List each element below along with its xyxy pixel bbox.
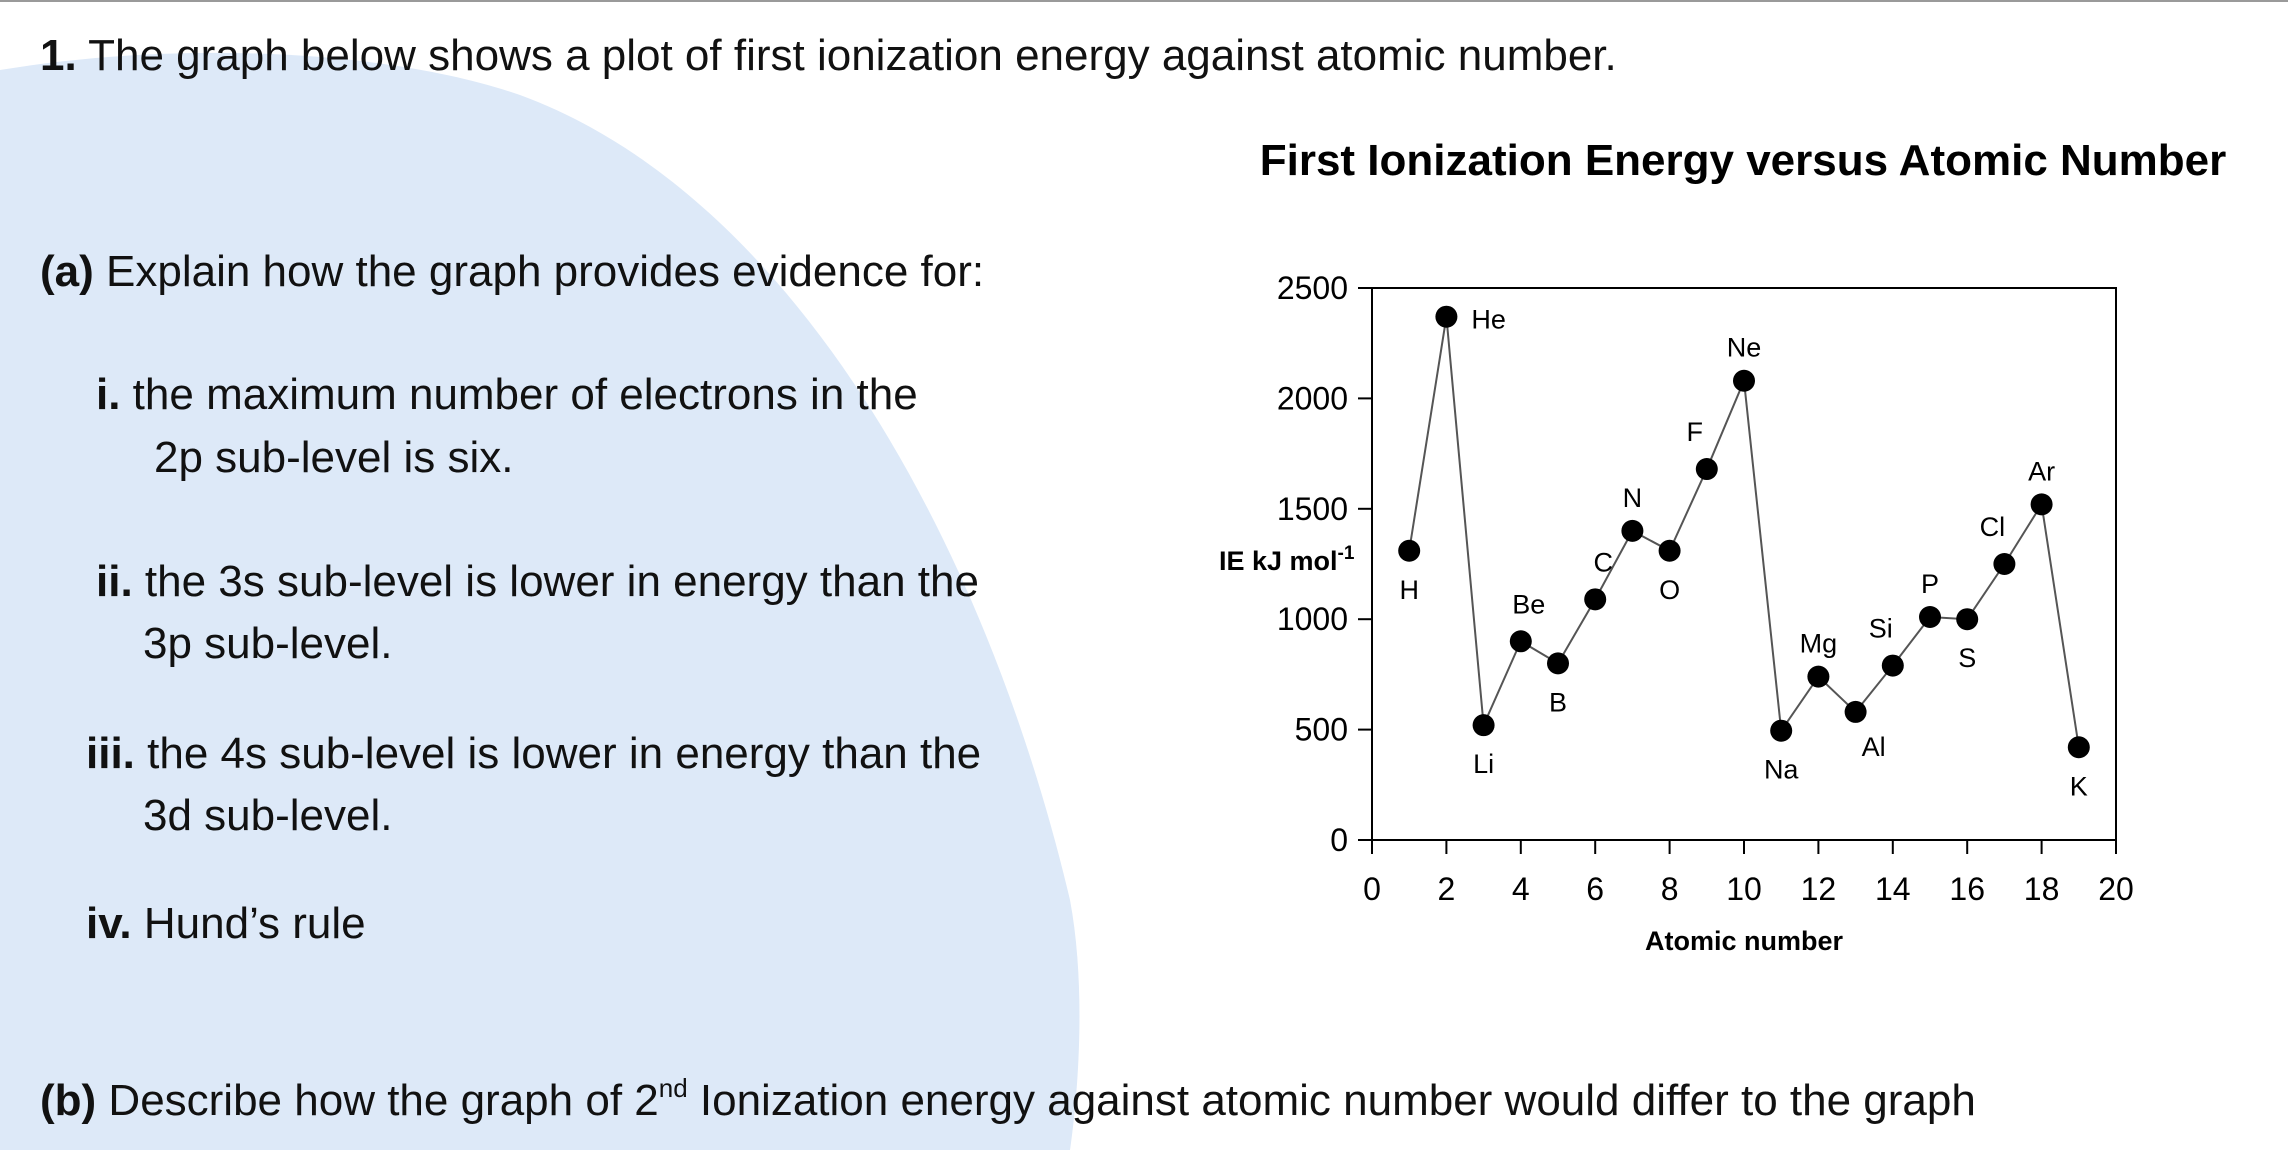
part-a-item-4: iv. Hund’s rule [86,898,366,951]
part-a-item-2: ii. the 3s sub-level is lower in energy … [96,556,979,609]
element-labels: H He Li Be B C N O F Ne Na Mg Al Si P S Cl Ar K [1399,305,2087,802]
question-intro-text: The graph below shows a plot of first io… [76,31,1617,80]
data-point-h [1398,539,1421,562]
data-point-k [2067,736,2090,759]
item-4-line1: Hund’s rule [131,899,366,948]
x-tick-label: 16 [1949,871,1985,907]
data-point-f [1695,458,1718,481]
y-axis-label-text: IE kJ mol [1219,546,1338,576]
element-label-h: H [1399,575,1419,605]
item-2-line2: 3p sub-level. [143,619,393,668]
item-2-number: ii. [96,557,133,606]
element-label-ne: Ne [1727,333,1762,363]
data-point-na [1770,719,1793,742]
element-label-ar: Ar [2028,456,2055,486]
element-label-be: Be [1512,589,1545,619]
element-label-k: K [2070,771,2088,801]
chart-title: First Ionization Energy versus Atomic Nu… [1260,136,2227,185]
item-4-number: iv. [86,899,132,948]
data-point-ar [2030,493,2053,516]
y-tick-label: 0 [1330,822,1348,858]
top-rule [0,0,2288,2]
x-tick-label: 8 [1661,871,1679,907]
y-axis: 0 500 1000 1500 2000 2500 [1277,270,1372,858]
part-b-text-after: Ionization energy against atomic number … [687,1076,1976,1125]
part-a-prompt: (a) Explain how the graph provides evide… [40,246,984,299]
x-axis: 0 2 4 6 8 10 12 14 16 18 20 [1363,840,2134,907]
element-label-s: S [1958,643,1976,673]
item-3-number: iii. [86,729,135,778]
part-b-prompt: (b) Describe how the graph of 2nd Ioniza… [40,1075,1976,1128]
y-tick-label: 2000 [1277,380,1348,416]
item-1-line2: 2p sub-level is six. [154,433,514,482]
element-label-n: N [1623,483,1643,513]
data-point-he [1435,305,1458,328]
x-tick-label: 12 [1801,871,1837,907]
data-points [1398,305,2090,759]
part-a-item-1: i. the maximum number of electrons in th… [96,369,918,422]
data-point-al [1844,700,1867,723]
x-tick-label: 14 [1875,871,1911,907]
y-axis-label-superscript: -1 [1338,543,1355,564]
y-axis-label: IE kJ mol-1 [1219,543,1355,576]
part-a-text: Explain how the graph provides evidence … [93,247,985,296]
element-label-mg: Mg [1800,629,1838,659]
data-point-cl [1993,553,2016,575]
data-point-o [1658,539,1681,562]
x-tick-label: 4 [1512,871,1530,907]
question-number: 1. [40,31,77,80]
data-point-s [1956,608,1979,631]
element-label-f: F [1687,417,1704,447]
y-tick-label: 500 [1295,712,1348,748]
element-label-p: P [1921,569,1939,599]
element-label-al: Al [1862,732,1886,762]
data-point-ne [1733,369,1755,392]
x-tick-label: 0 [1363,871,1381,907]
data-point-li [1472,714,1495,737]
data-point-n [1621,519,1644,542]
part-a-item-3: iii. the 4s sub-level is lower in energy… [86,728,981,781]
element-label-b: B [1549,687,1567,717]
element-label-si: Si [1869,614,1893,644]
item-1-line1: the maximum number of electrons in the [120,370,918,419]
x-tick-label: 18 [2024,871,2060,907]
part-b-text-before: Describe how the graph of 2 [96,1076,659,1125]
ionization-energy-chart: First Ionization Energy versus Atomic Nu… [1219,136,2227,956]
data-point-be [1509,630,1532,653]
x-tick-label: 10 [1726,871,1762,907]
data-point-mg [1807,665,1830,688]
item-3-line2: 3d sub-level. [143,791,393,840]
element-label-o: O [1659,575,1680,605]
y-tick-label: 2500 [1277,270,1348,306]
y-tick-label: 1500 [1277,491,1348,527]
part-b-superscript: nd [658,1073,688,1103]
question-intro: 1. The graph below shows a plot of first… [40,30,1617,83]
data-point-b [1547,652,1569,675]
item-3-line1: the 4s sub-level is lower in energy than… [134,729,982,778]
y-tick-label: 1000 [1277,601,1348,637]
part-a-label: (a) [40,247,94,296]
data-point-c [1584,588,1607,611]
item-2-line1: the 3s sub-level is lower in energy than… [132,557,979,606]
x-tick-label: 6 [1586,871,1604,907]
element-label-c: C [1593,547,1613,577]
data-point-p [1919,605,1941,628]
element-label-li: Li [1473,749,1494,779]
x-tick-label: 20 [2098,871,2134,907]
x-axis-label: Atomic number [1645,926,1844,956]
x-tick-label: 2 [1438,871,1456,907]
element-label-he: He [1471,305,1506,335]
element-label-na: Na [1764,755,1799,785]
element-label-cl: Cl [1980,512,2006,542]
data-point-si [1881,654,1904,677]
item-1-number: i. [96,370,121,419]
part-b-label: (b) [40,1076,97,1125]
